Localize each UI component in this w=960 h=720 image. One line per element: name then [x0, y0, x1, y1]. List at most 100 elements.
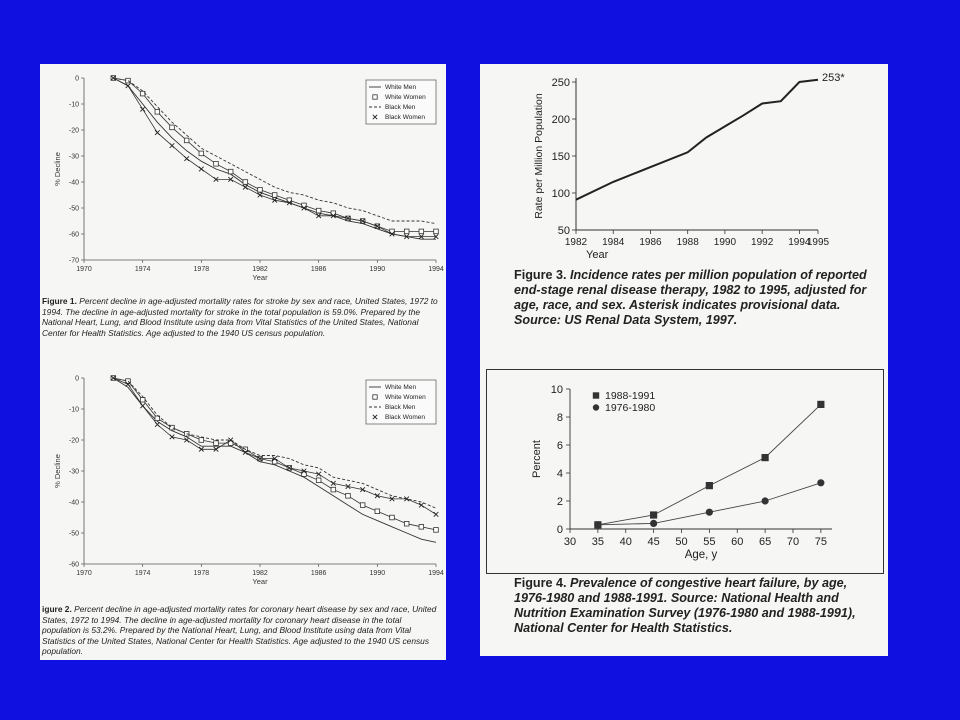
figure-2-x-tick-label: 1974: [135, 570, 151, 577]
figure-4-x-tick-label: 40: [620, 536, 632, 548]
figure-4-series-1-point: [817, 479, 825, 487]
figure-2-series-3-point: [110, 375, 116, 381]
figure-4-legend-label-0: 1988-1991: [605, 390, 655, 402]
figure-4-y-tick-label: 2: [557, 496, 563, 508]
figure-2-y-tick-label: -60: [69, 562, 79, 569]
figure-2-legend-label-3: Black Women: [385, 414, 425, 421]
figure-1-x-axis-label: Year: [252, 273, 268, 282]
figure-2-series-1-point: [403, 520, 410, 527]
figure-2-series-3-point: [286, 465, 292, 471]
figure-2-series-3-point: [433, 511, 439, 518]
figure-3-y-tick-label: 250: [552, 77, 570, 89]
figure-4-x-tick-label: 45: [647, 536, 659, 548]
figure-2-series-1-point: [345, 493, 351, 499]
figure-1-series-3-point: [242, 184, 248, 190]
figure-2-series-3-point: [140, 403, 146, 409]
figure-3-x-tick-label: 1995: [807, 237, 830, 248]
figure-1-series-3-point: [374, 223, 380, 229]
figure-4-x-tick-label: 30: [564, 536, 576, 548]
figure-2-series-1-point: [374, 508, 381, 514]
figure-2-y-axis-label: % Decline: [53, 454, 62, 488]
figure-1-series-3-point: [330, 213, 336, 219]
figure-1-series-1-point: [227, 168, 234, 175]
figure-4-series-1-point: [705, 508, 713, 516]
figure-1-series-3-point: [140, 106, 146, 112]
figure-1-series-1-point: [154, 109, 161, 115]
figure-4-x-tick-label: 65: [759, 536, 771, 548]
figure-3-x-tick-label: 1984: [602, 237, 625, 248]
figure-2-x-tick-label: 1982: [252, 570, 268, 577]
figure-4-legend-marker-1: [592, 404, 600, 411]
figure-2-series-3-point: [316, 471, 322, 477]
figure-1-series-1-point: [315, 207, 322, 214]
figure-4-x-tick-label: 60: [731, 536, 743, 548]
figure-3-x-tick-label: 1992: [751, 237, 774, 248]
figure-1-series-3-point: [257, 192, 263, 198]
figure-2-series-3-point: [389, 496, 395, 502]
figure-2-series-3-point: [213, 446, 219, 452]
figure-2-series-2-line: [113, 377, 437, 509]
figure-4-series-0-point: [650, 511, 658, 519]
figure-1-y-tick-label: -40: [69, 180, 79, 187]
figure-2-series-1-point: [330, 486, 337, 493]
figure-2-y-tick-label: -10: [69, 407, 79, 414]
figure-1-x-tick-label: 1990: [370, 266, 386, 273]
figure-1-series-3-point: [433, 233, 439, 240]
figure-2-series-1-point: [418, 524, 425, 530]
figure-1-x-tick-label: 1970: [76, 266, 92, 273]
figure-1-series-3-point: [213, 176, 219, 183]
figure-4-series-0-point: [817, 400, 825, 408]
figure-2-series-1-point: [433, 527, 439, 533]
figure-2-caption-text: Percent decline in age-adjusted mortalit…: [42, 604, 437, 656]
figure-1-y-tick-label: -60: [69, 232, 79, 239]
figure-1-caption-label: Figure 1.: [42, 296, 77, 306]
figure-1-series-3-point: [184, 155, 190, 162]
figure-1-legend-marker-1: [372, 94, 378, 100]
figure-1-y-tick-label: -10: [69, 102, 79, 109]
figure-1-legend-label-3: Black Women: [385, 114, 425, 121]
figure-1-series-3-point: [228, 176, 234, 183]
figure-1-y-tick-label: -50: [69, 206, 79, 213]
figure-1-y-tick-label: -70: [69, 258, 79, 265]
figure-4-chart: 0 2 4 6 8 10 30 35 40 45 50 55 60 65 70 75 Age, y Percent…: [531, 384, 832, 561]
left-scan-panel: 0 -10 -20 -30 -40 -50 -60 -70 1970 1974 1978 1982 19…: [40, 64, 446, 660]
figure-2-series-3-point: [184, 437, 190, 443]
figure-2-legend-marker-3: [372, 414, 378, 420]
figure-2-caption-label: igure 2.: [42, 604, 72, 614]
figure-3-end-label: 253*: [822, 72, 845, 84]
figure-2-series-3-point: [125, 381, 131, 387]
figure-2-y-tick-label: -40: [69, 500, 79, 507]
figure-3-x-tick-label: 1990: [714, 237, 737, 248]
figure-4-x-tick-label: 50: [675, 536, 687, 548]
figure-2-series-3-point: [154, 421, 160, 428]
figure-4-y-tick-label: 10: [551, 384, 563, 396]
figure-1-y-tick-label: -20: [69, 128, 79, 135]
figure-1-series-1-point: [403, 228, 410, 235]
figure-1-x-tick-label: 1986: [311, 266, 327, 273]
figure-1-series-1-point: [139, 90, 146, 97]
figure-4-caption-label: Figure 4.: [514, 576, 567, 590]
figure-1-series-3-point: [286, 200, 292, 206]
figure-4-x-tick-label: 70: [787, 536, 799, 548]
figure-2-series-1-point: [213, 440, 219, 446]
figure-3-y-tick-label: 50: [558, 225, 570, 237]
figure-1-x-tick-label: 1974: [135, 266, 151, 273]
figure-2-series-1-point: [198, 437, 205, 443]
figure-2-series-3-point: [301, 468, 307, 474]
figure-4-y-tick-label: 0: [557, 524, 563, 536]
figure-2-series-3-point: [198, 446, 204, 452]
figure-1-series-1-point: [213, 161, 219, 167]
figure-3-y-tick-label: 100: [552, 188, 570, 200]
figure-1-x-tick-label: 1994: [428, 266, 444, 273]
figure-1-legend-label-0: White Men: [385, 84, 416, 91]
figure-1-legend-marker-3: [372, 114, 378, 120]
figure-2-y-tick-label: -30: [69, 469, 79, 476]
figure-1-series-3-point: [154, 129, 160, 136]
figure-1-caption: Figure 1. Percent decline in age-adjuste…: [42, 296, 442, 338]
figure-1-series-1-point: [433, 228, 439, 235]
figure-2-series-1-point: [154, 415, 161, 421]
figure-2-series-1-point: [301, 471, 307, 477]
figure-2-series-1-point: [169, 424, 175, 431]
